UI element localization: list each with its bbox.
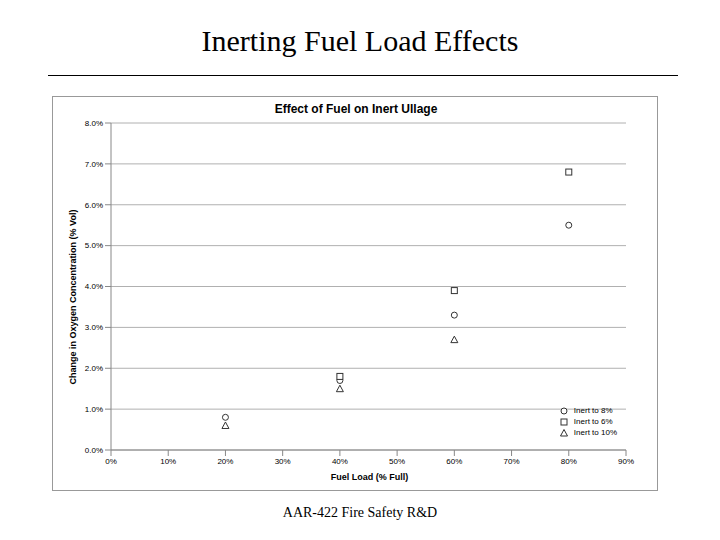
svg-text:7.0%: 7.0% bbox=[85, 160, 103, 169]
svg-text:0.0%: 0.0% bbox=[85, 446, 103, 455]
svg-text:40%: 40% bbox=[332, 457, 348, 466]
html-text:Inert to 8%: Inert to 8% bbox=[573, 406, 613, 415]
svg-text:50%: 50% bbox=[389, 457, 405, 466]
svg-text:8.0%: 8.0% bbox=[85, 119, 103, 128]
html-text:Inerting Fuel Load Effects: Inerting Fuel Load Effects bbox=[201, 24, 519, 57]
svg-text:3.0%: 3.0% bbox=[85, 323, 103, 332]
svg-text:4.0%: 4.0% bbox=[85, 282, 103, 291]
svg-text:60%: 60% bbox=[446, 457, 462, 466]
html-text:Fuel Load (% Full): Fuel Load (% Full) bbox=[330, 472, 409, 482]
svg-text:10%: 10% bbox=[160, 457, 176, 466]
html-text:Inert to 10%: Inert to 10% bbox=[573, 428, 617, 437]
svg-text:2.0%: 2.0% bbox=[85, 364, 103, 373]
html-text:Inert to 6%: Inert to 6% bbox=[573, 417, 613, 426]
svg-text:80%: 80% bbox=[561, 457, 577, 466]
html-text:AAR-422 Fire Safety R&D: AAR-422 Fire Safety R&D bbox=[282, 505, 438, 520]
svg-text:30%: 30% bbox=[275, 457, 291, 466]
html-text:Effect of Fuel on Inert Ullage: Effect of Fuel on Inert Ullage bbox=[274, 102, 438, 116]
svg-text:5.0%: 5.0% bbox=[85, 241, 103, 250]
svg-text:70%: 70% bbox=[504, 457, 520, 466]
svg-text:1.0%: 1.0% bbox=[85, 405, 103, 414]
svg-text:90%: 90% bbox=[618, 457, 634, 466]
html-text:Change in Oxygen Concentration: Change in Oxygen Concentration (% Vol) bbox=[68, 209, 78, 385]
svg-text:6.0%: 6.0% bbox=[85, 201, 103, 210]
svg-text:0%: 0% bbox=[105, 457, 117, 466]
svg-text:20%: 20% bbox=[217, 457, 233, 466]
